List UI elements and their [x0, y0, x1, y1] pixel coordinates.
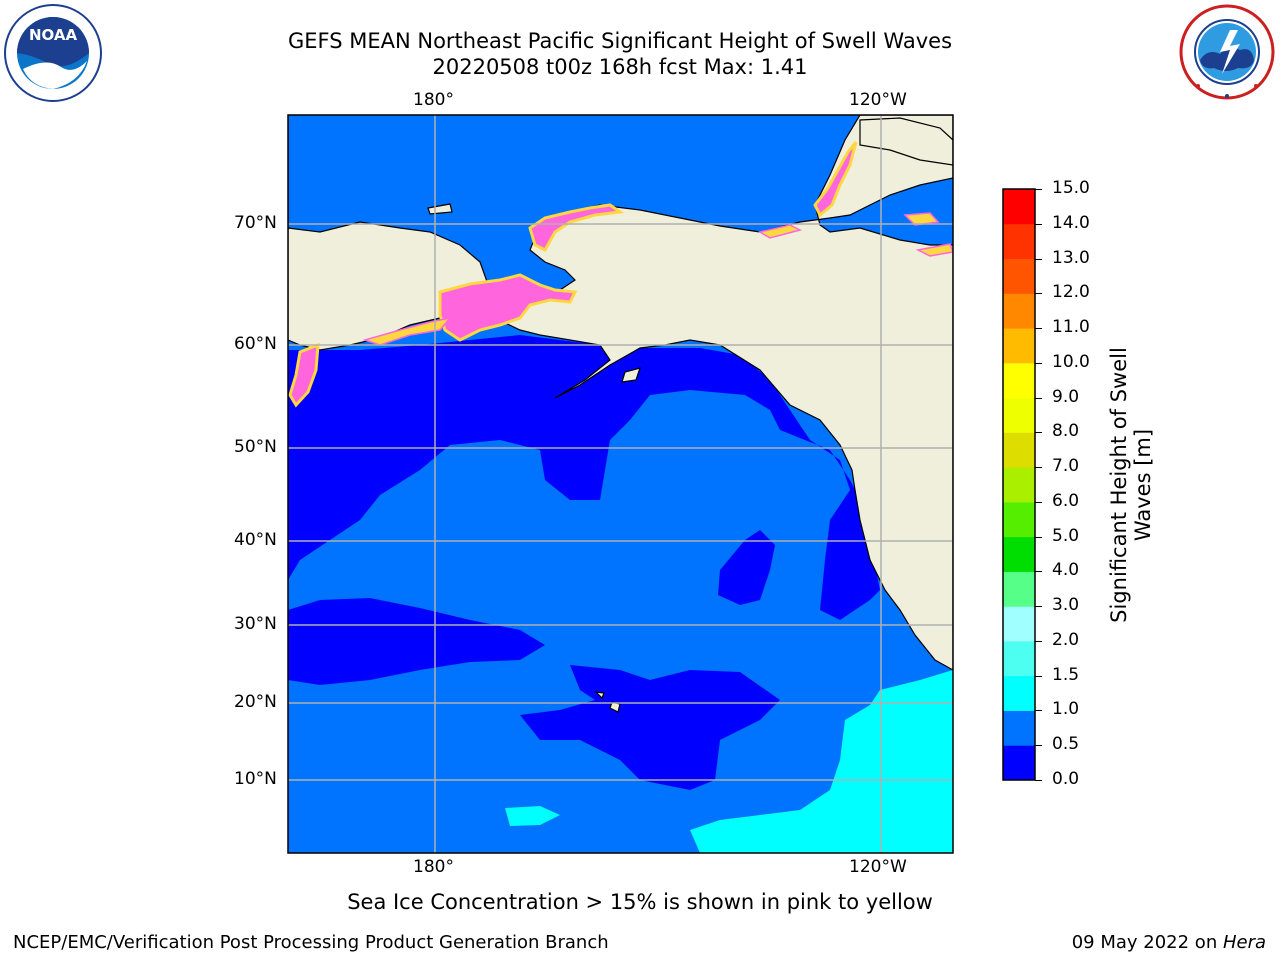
land-hawaii — [594, 691, 605, 700]
colorbar-tick-label: 14.0 — [1052, 212, 1090, 233]
noaa-logo-text: NOAA — [29, 26, 78, 44]
colorbar-tick-label: 1.0 — [1052, 699, 1080, 720]
colorbar-tick-mark — [1035, 467, 1042, 469]
colorbar-tick-mark — [1035, 606, 1042, 608]
colorbar-bin — [1003, 571, 1035, 607]
noaa-logo: NOAA — [4, 4, 102, 102]
colorbar-tick-label: 6.0 — [1052, 490, 1080, 511]
sea-ice — [915, 243, 953, 257]
colorbar-bin — [1003, 710, 1035, 746]
swell-region-0-0_5 — [718, 530, 775, 605]
colorbar-tick-mark — [1035, 189, 1042, 190]
colorbar — [1002, 188, 1036, 781]
lon-label-bottom: 120°W — [849, 857, 907, 877]
colorbar-tick-mark — [1035, 223, 1042, 225]
lat-label: 60°N — [234, 334, 277, 354]
lat-label: 40°N — [234, 530, 277, 550]
colorbar-tick-mark — [1035, 258, 1042, 260]
colorbar-tick-mark — [1035, 780, 1042, 781]
colorbar-bin — [1003, 640, 1035, 677]
map-subtitle: 20220508 t00z 168h fcst Max: 1.41 — [432, 55, 808, 79]
sea-ice-note: Sea Ice Concentration > 15% is shown in … — [347, 890, 933, 914]
land-island — [859, 117, 953, 166]
map-title: GEFS MEAN Northeast Pacific Significant … — [287, 29, 953, 53]
colorbar-tick-label: 8.0 — [1052, 421, 1080, 442]
colorbar-bin — [1003, 293, 1035, 329]
sea-ice — [813, 141, 858, 218]
colorbar-label: Significant Height of Swell Waves [m] — [1107, 347, 1155, 623]
colorbar-bin — [1003, 258, 1035, 294]
sea-ice — [903, 212, 940, 226]
swell-region-0-0_5 — [288, 335, 880, 620]
colorbar-bin — [1003, 397, 1035, 433]
colorbar-tick-mark — [1035, 501, 1042, 503]
lon-label-bottom: 180° — [413, 857, 454, 877]
swell-region-0-0_5 — [288, 598, 545, 685]
colorbar-tick-mark — [1035, 293, 1042, 295]
colorbar-tick-mark — [1035, 745, 1042, 747]
colorbar-tick-label: 11.0 — [1052, 317, 1090, 338]
colorbar-bin — [1003, 745, 1035, 781]
colorbar-tick-label: 12.0 — [1052, 282, 1090, 303]
map-gridlines — [288, 115, 953, 853]
colorbar-tick-mark — [1035, 328, 1042, 330]
lat-label: 70°N — [234, 213, 277, 233]
colorbar-bin — [1003, 606, 1035, 642]
sea-ice — [362, 316, 452, 346]
colorbar-tick-label: 9.0 — [1052, 386, 1080, 407]
colorbar-bin — [1003, 223, 1035, 260]
footer-machine: Hera — [1222, 932, 1266, 953]
colorbar-bin — [1003, 328, 1035, 364]
colorbar-tick-label: 3.0 — [1052, 595, 1080, 616]
colorbar-tick-mark — [1035, 640, 1042, 642]
sea-ice — [758, 224, 803, 239]
colorbar-tick-label: 15.0 — [1052, 178, 1090, 198]
colorbar-tick-label: 5.0 — [1052, 525, 1080, 546]
swell-region-1_0-1_5 — [505, 806, 560, 826]
colorbar-tick-mark — [1035, 536, 1042, 538]
lat-label: 20°N — [234, 692, 277, 712]
colorbar-tick-label: 10.0 — [1052, 351, 1090, 372]
colorbar-tick-mark — [1035, 710, 1042, 712]
sea-ice — [528, 203, 625, 252]
colorbar-tick-label: 1.5 — [1052, 664, 1080, 685]
colorbar-tick-label: 0.5 — [1052, 734, 1080, 755]
colorbar-bin — [1003, 362, 1035, 399]
lat-label: 10°N — [234, 769, 277, 789]
swell-region-0-0_5 — [520, 665, 780, 790]
colorbar-tick-label: 4.0 — [1052, 560, 1080, 581]
colorbar-tick-mark — [1035, 362, 1042, 364]
colorbar-bin — [1003, 675, 1035, 711]
lat-label: 30°N — [234, 614, 277, 634]
lat-label: 50°N — [234, 437, 277, 457]
land-island — [621, 367, 641, 383]
footer-date-text: 09 May 2022 on — [1071, 932, 1223, 953]
land-island — [427, 203, 453, 215]
colorbar-tick-mark — [1035, 432, 1042, 434]
colorbar-tick-label: 2.0 — [1052, 629, 1080, 650]
colorbar-tick-mark — [1035, 675, 1042, 677]
lon-label-top: 120°W — [849, 90, 907, 110]
map-frame — [287, 114, 954, 854]
colorbar-bin — [1003, 467, 1035, 503]
colorbar-tick-label: 13.0 — [1052, 247, 1090, 268]
colorbar-bin — [1003, 536, 1035, 572]
colorbar-tick-label: 0.0 — [1052, 769, 1080, 789]
sea-ice — [288, 342, 320, 408]
footer-date: 09 May 2022 on Hera — [1072, 932, 1266, 953]
swell-region-1_0-1_5 — [690, 670, 953, 853]
colorbar-tick-mark — [1035, 397, 1042, 399]
nws-logo — [1179, 4, 1275, 100]
colorbar-bin — [1003, 501, 1035, 538]
colorbar-tick-label: 7.0 — [1052, 456, 1080, 477]
lon-label-top: 180° — [413, 90, 454, 110]
sea-ice — [438, 273, 578, 342]
colorbar-bin — [1003, 189, 1035, 225]
colorbar-bin — [1003, 432, 1035, 468]
footer-org: NCEP/EMC/Verification Post Processing Pr… — [13, 932, 609, 953]
colorbar-tick-mark — [1035, 571, 1042, 573]
land-north-america — [494, 115, 953, 671]
